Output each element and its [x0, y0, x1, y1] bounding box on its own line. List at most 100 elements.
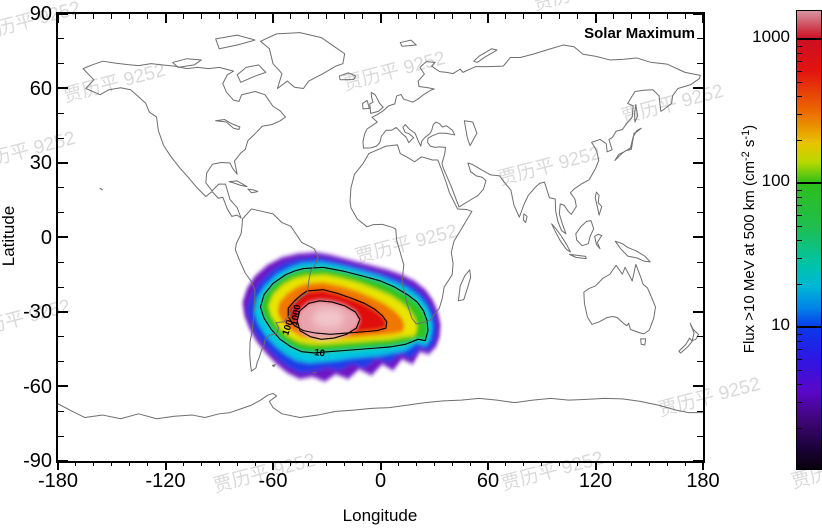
x-tick-bottom	[147, 461, 149, 466]
x-tick-bottom	[702, 461, 704, 470]
x-tick-top	[397, 14, 399, 19]
colorbar	[796, 10, 822, 470]
x-tick-bottom	[433, 461, 435, 466]
y-tick-left	[58, 112, 64, 114]
colorbar-tick-label: 1000	[752, 27, 790, 46]
x-tick-top	[93, 14, 95, 19]
x-tick-top	[612, 14, 614, 19]
colorbar-minor-tick	[797, 333, 802, 335]
y-tick-right	[697, 336, 703, 338]
y-tick-right	[697, 63, 703, 65]
x-tick-label: -180	[37, 470, 79, 492]
madagascar	[458, 270, 470, 301]
x-tick-bottom	[505, 461, 507, 466]
colorbar-tick-label: 100	[761, 171, 790, 190]
y-tick-label: 30	[29, 152, 52, 174]
x-tick-label: 120	[578, 470, 613, 492]
colorbar-minor-tick	[797, 82, 802, 84]
x-tick-label: 180	[686, 470, 720, 492]
x-tick-top	[164, 14, 167, 23]
y-tick-label: 90	[29, 3, 52, 25]
x-tick-bottom	[200, 461, 202, 466]
y-tick-left	[58, 385, 68, 388]
x-tick-top	[487, 14, 489, 23]
y-tick-label: -90	[23, 450, 52, 472]
y-tick-right	[697, 435, 703, 437]
x-tick-top	[344, 14, 346, 19]
x-tick-top	[236, 14, 238, 19]
colorbar-minor-tick	[797, 226, 802, 228]
great-lakes	[216, 120, 240, 130]
x-tick-bottom	[684, 461, 686, 466]
caribbean	[229, 181, 258, 193]
antarctica	[58, 393, 703, 418]
colorbar-tick-label: 10	[771, 315, 790, 334]
x-tick-top	[541, 14, 543, 19]
y-tick-right	[697, 187, 703, 189]
x-tick-top	[469, 14, 471, 19]
x-tick-bottom	[290, 461, 292, 466]
x-tick-bottom	[451, 461, 453, 466]
colorbar-minor-tick	[797, 205, 802, 207]
colorbar-minor-tick	[797, 283, 802, 285]
y-tick-right	[697, 212, 703, 214]
y-tick-right	[693, 161, 703, 164]
caspian-sea	[464, 121, 477, 146]
x-tick-top	[254, 14, 256, 19]
x-tick-label: 60	[476, 470, 500, 492]
contour-label-1000: 1000	[289, 304, 304, 327]
contour-lines	[260, 267, 428, 353]
y-tick-right	[697, 410, 703, 412]
colorbar-minor-tick	[797, 52, 802, 54]
x-tick-top	[290, 14, 292, 19]
colorbar-minor-tick	[797, 370, 802, 372]
y-tick-label: -30	[23, 301, 52, 323]
falklands	[100, 188, 316, 373]
x-tick-top	[415, 14, 417, 19]
y-tick-right	[697, 361, 703, 363]
africa	[350, 145, 472, 324]
contour-label-10: 10	[314, 347, 326, 359]
x-tick-bottom	[308, 461, 310, 466]
australia	[584, 264, 656, 334]
y-tick-right	[693, 13, 703, 15]
y-tick-left	[58, 286, 64, 288]
y-tick-right	[697, 38, 703, 40]
y-tick-left	[58, 137, 64, 139]
contour-label-100: 100	[280, 318, 295, 336]
y-tick-left	[58, 87, 68, 90]
x-tick-top	[111, 14, 113, 19]
x-tick-bottom	[57, 461, 59, 470]
colorbar-minor-tick	[797, 384, 802, 386]
x-tick-bottom	[648, 461, 650, 466]
y-tick-left	[58, 63, 64, 65]
x-tick-top	[379, 14, 382, 23]
y-tick-left	[58, 459, 68, 462]
greenland	[260, 33, 344, 89]
y-tick-right	[697, 261, 703, 263]
y-tick-right	[693, 236, 703, 239]
colorbar-axis-label: Flux >10 MeV at 500 km (cm-2 s-1)	[740, 39, 764, 439]
y-tick-label: 60	[29, 77, 52, 100]
japan-sakhalin	[615, 105, 641, 161]
colorbar-tick-10	[797, 326, 821, 328]
x-tick-bottom	[75, 461, 77, 466]
x-tick-top	[57, 14, 59, 23]
x-tick-bottom	[164, 461, 167, 470]
colorbar-tick-1000	[797, 38, 821, 40]
y-tick-left	[58, 161, 68, 164]
x-tick-label: 0	[374, 470, 387, 492]
x-tick-bottom	[577, 461, 579, 466]
y-tick-right	[697, 112, 703, 114]
x-tick-bottom	[93, 461, 95, 466]
x-tick-bottom	[487, 461, 489, 470]
y-tick-label: 0	[40, 226, 52, 249]
x-axis-title: Longitude	[342, 506, 418, 525]
north-america	[83, 61, 285, 218]
x-tick-top	[433, 14, 435, 19]
x-tick-bottom	[379, 461, 382, 470]
y-tick-left	[58, 261, 64, 263]
plot-title: Solar Maximum	[584, 25, 695, 42]
colorbar-minor-tick	[797, 96, 802, 98]
x-tick-label: -60	[258, 470, 288, 492]
